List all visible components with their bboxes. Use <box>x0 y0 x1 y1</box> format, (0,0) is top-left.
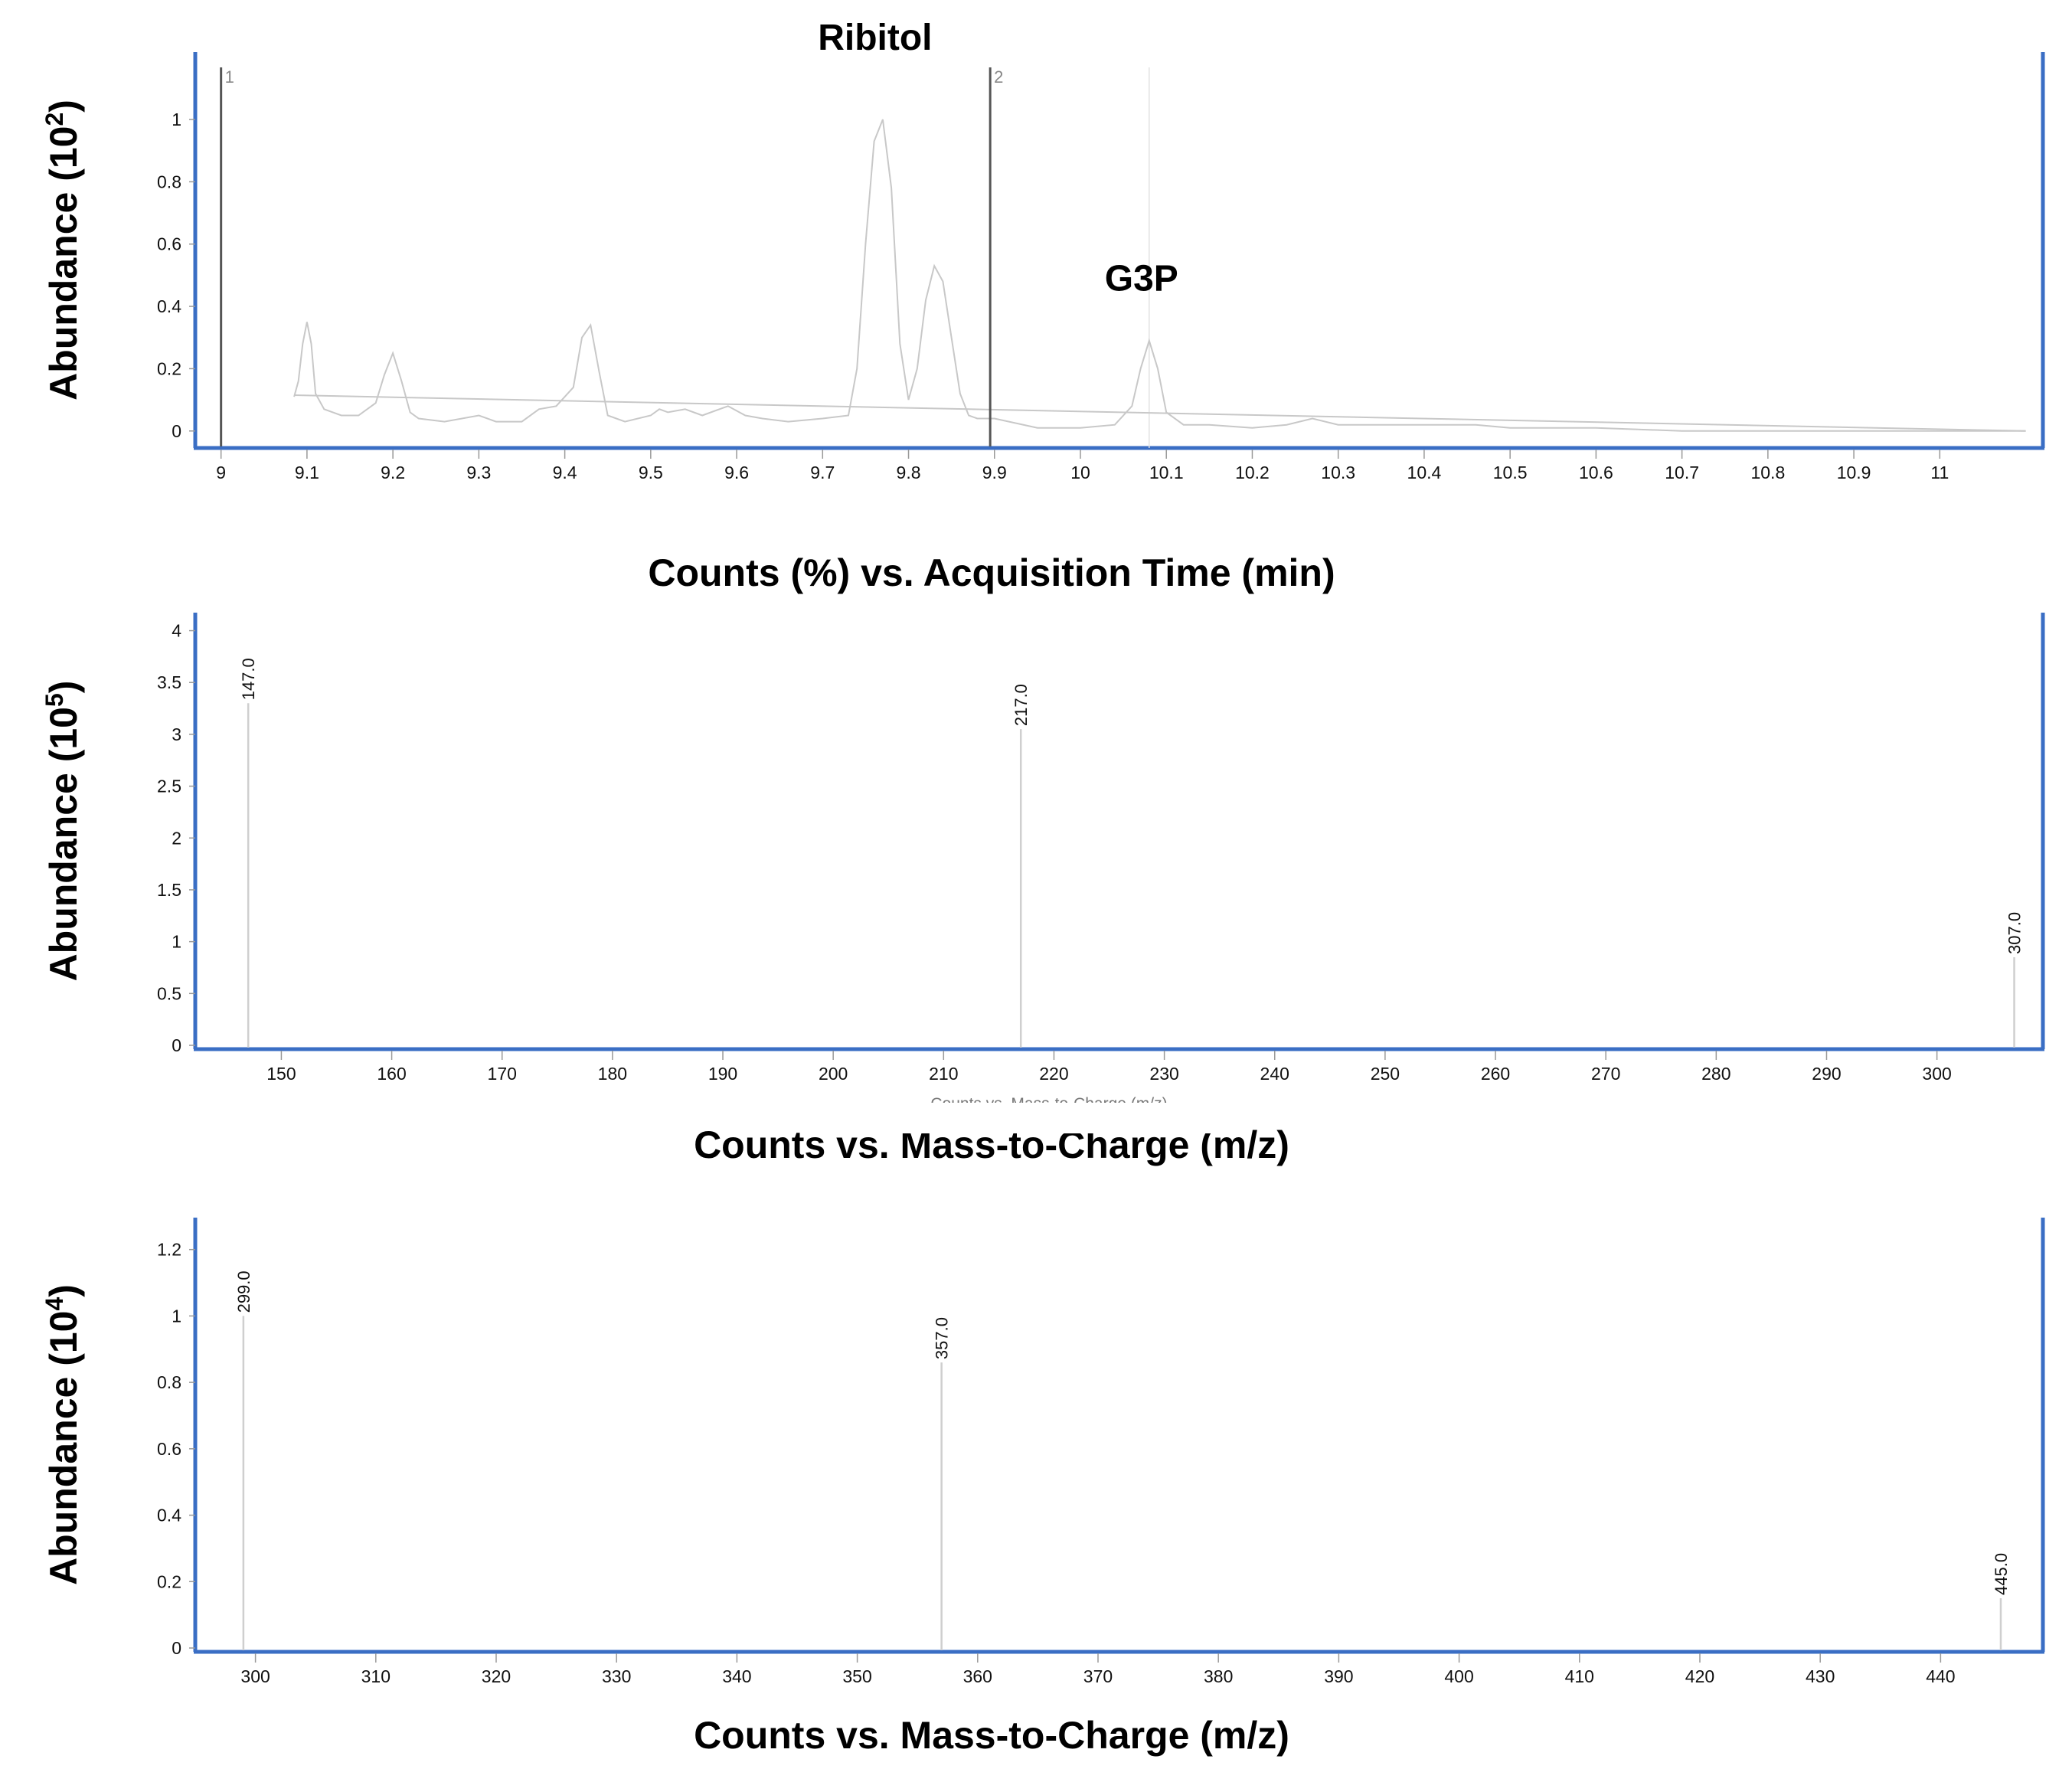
x-tick-label: 160 <box>377 1064 406 1084</box>
x-tick-label: 230 <box>1149 1064 1178 1084</box>
x-tick-label: 410 <box>1565 1666 1594 1686</box>
chart-title: Counts vs. Mass-to-Charge (m/z) <box>694 1714 1289 1757</box>
peak-label: 357.0 <box>933 1317 952 1359</box>
x-tick-label: 380 <box>1204 1666 1233 1686</box>
y-tick-label: 0.8 <box>157 172 181 191</box>
time-marker-label: 2 <box>994 67 1003 87</box>
chart-panel-2: 150 160 170 180 190 200 210 220 230 240 250 260 270 2… <box>41 613 2045 1166</box>
chart-panel-3: 300 310 320 330 340 350 360 370 380 390 400 410 420 4… <box>41 1218 2045 1757</box>
y-tick-label: 1.2 <box>157 1240 181 1260</box>
x-tick-label: 220 <box>1039 1064 1068 1084</box>
x-tick-label: 9.8 <box>897 463 921 482</box>
y-axis-label: Abundance (104) <box>41 1284 85 1585</box>
peak-label: 217.0 <box>1011 684 1031 726</box>
x-tick-label: 330 <box>602 1666 631 1686</box>
x-tick-label: 9.9 <box>982 463 1007 482</box>
y-tick-label: 1 <box>172 932 181 952</box>
peak-label: 299.0 <box>234 1270 253 1313</box>
x-tick-label: 10.2 <box>1235 463 1270 482</box>
x-tick-label: 420 <box>1685 1666 1714 1686</box>
x-tick-label: 250 <box>1371 1064 1400 1084</box>
x-tick-label: 10 <box>1070 463 1090 482</box>
y-tick-label: 0.2 <box>157 1571 181 1591</box>
x-tick-label: 430 <box>1806 1666 1835 1686</box>
x-tick-label: 180 <box>598 1064 627 1084</box>
y-tick-label: 0 <box>172 1638 181 1658</box>
x-tick-label: 9.5 <box>639 463 663 482</box>
x-tick-label: 390 <box>1324 1666 1353 1686</box>
peak-annotation-g3p: G3P <box>1105 259 1178 299</box>
y-tick-label: 1 <box>172 1306 181 1326</box>
x-tick-label: 270 <box>1591 1064 1620 1084</box>
y-tick-label: 4 <box>172 621 181 641</box>
y-tick-label: 1 <box>172 110 181 129</box>
y-tick-label: 1.5 <box>157 880 181 900</box>
chart-title: Counts (%) vs. Acquisition Time (min) <box>648 551 1335 594</box>
x-tick-label: 300 <box>1922 1064 1951 1084</box>
y-tick-label: 0.4 <box>157 1506 181 1525</box>
x-tick-label: 9.2 <box>381 463 405 482</box>
x-tick-label: 290 <box>1812 1064 1841 1084</box>
y-tick-label: 2.5 <box>157 777 181 796</box>
y-tick-label: 0.8 <box>157 1372 181 1392</box>
x-tick-label: 300 <box>240 1666 270 1686</box>
x-tick-label: 320 <box>482 1666 511 1686</box>
x-tick-label: 340 <box>722 1666 751 1686</box>
x-tick-label: 10.9 <box>1837 463 1871 482</box>
y-tick-label: 0.5 <box>157 983 181 1003</box>
clip-mask <box>881 1103 1225 1133</box>
x-tick-label: 170 <box>488 1064 517 1084</box>
y-tick-label: 2 <box>172 828 181 848</box>
y-tick-label: 0.6 <box>157 1439 181 1459</box>
x-tick-label: 370 <box>1083 1666 1113 1686</box>
x-tick-label: 10.7 <box>1665 463 1699 482</box>
x-tick-label: 200 <box>819 1064 848 1084</box>
x-tick-label: 360 <box>963 1666 992 1686</box>
x-tick-label: 310 <box>361 1666 391 1686</box>
x-tick-label: 400 <box>1444 1666 1473 1686</box>
x-tick-label: 10.3 <box>1321 463 1355 482</box>
x-tick-label: 10.4 <box>1407 463 1442 482</box>
x-tick-label: 440 <box>1926 1666 1955 1686</box>
y-axis-label: Abundance (105) <box>41 681 85 982</box>
y-tick-label: 0 <box>172 421 181 441</box>
x-tick-label: 260 <box>1481 1064 1510 1084</box>
baseline-trace <box>294 394 2026 432</box>
y-tick-label: 3.5 <box>157 672 181 692</box>
x-tick-label: 240 <box>1260 1064 1289 1084</box>
y-tick-label: 0 <box>172 1035 181 1055</box>
x-tick-label: 190 <box>708 1064 737 1084</box>
peak-label: 445.0 <box>1992 1553 2011 1595</box>
y-tick-label: 0.4 <box>157 296 181 316</box>
x-tick-label: 9.3 <box>466 463 491 482</box>
x-tick-label: 10.1 <box>1149 463 1184 482</box>
y-axis-label: Abundance (102) <box>41 100 85 401</box>
peak-label: 147.0 <box>239 658 258 700</box>
x-tick-label: 150 <box>266 1064 296 1084</box>
x-tick-label: 9.1 <box>295 463 319 482</box>
x-tick-label: 350 <box>842 1666 871 1686</box>
chart-panel-1: 9 9.1 9.2 9.3 9.4 9.5 9.6 9.7 9.8 9.9 10 10.1 10.2 10… <box>41 18 2045 594</box>
x-tick-label: 9.6 <box>724 463 749 482</box>
x-tick-label: 10.6 <box>1579 463 1613 482</box>
y-tick-label: 3 <box>172 724 181 744</box>
time-marker-label: 1 <box>225 67 234 87</box>
x-tick-label: 10.5 <box>1493 463 1528 482</box>
x-tick-label: 9.4 <box>553 463 577 482</box>
x-tick-label: 9 <box>216 463 226 482</box>
x-tick-label: 280 <box>1701 1064 1730 1084</box>
x-tick-label: 10.8 <box>1750 463 1785 482</box>
peak-label: 307.0 <box>2005 912 2025 954</box>
y-tick-label: 0.2 <box>157 358 181 378</box>
x-tick-label: 210 <box>929 1064 958 1084</box>
chromatogram-trace <box>293 119 2026 432</box>
peak-annotation-ribitol: Ribitol <box>818 18 932 58</box>
y-tick-label: 0.6 <box>157 234 181 254</box>
x-tick-label: 11 <box>1930 463 1949 482</box>
x-tick-label: 9.7 <box>810 463 835 482</box>
